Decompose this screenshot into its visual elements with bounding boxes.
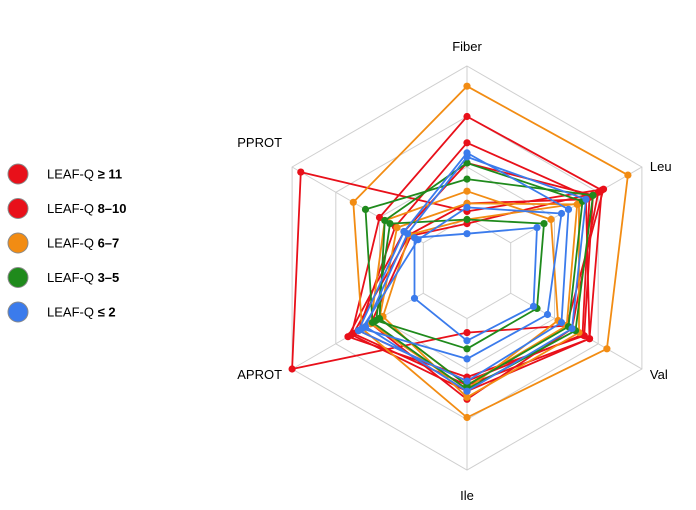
data-point bbox=[463, 175, 471, 183]
data-point bbox=[400, 228, 408, 236]
legend-label: LEAF-Q 8–10 bbox=[47, 201, 127, 216]
data-point bbox=[463, 112, 471, 121]
data-point bbox=[529, 302, 538, 310]
data-point bbox=[594, 188, 602, 196]
data-point bbox=[463, 355, 471, 363]
legend-item: LEAF-Q ≤ 2 bbox=[7, 301, 116, 323]
data-point bbox=[463, 215, 471, 224]
data-point bbox=[381, 216, 389, 225]
data-point bbox=[557, 209, 566, 218]
data-point bbox=[361, 205, 370, 213]
data-point bbox=[533, 224, 541, 232]
data-point bbox=[349, 198, 357, 206]
data-point bbox=[410, 294, 419, 302]
legend: LEAF-Q ≥ 11 LEAF-Q 8–10 LEAF-Q 6–7 LEAF-Q 3… bbox=[7, 163, 127, 323]
data-point bbox=[463, 337, 471, 345]
series-15 bbox=[354, 149, 573, 385]
series-16 bbox=[410, 224, 541, 345]
data-point bbox=[557, 318, 566, 327]
legend-item: LEAF-Q ≥ 11 bbox=[7, 163, 122, 185]
radar-series-group bbox=[288, 82, 632, 422]
axis-labels: Fiber Leu Val Ile APROT PPROT bbox=[237, 39, 671, 503]
axis-label-aprot: APROT bbox=[237, 367, 282, 382]
data-point bbox=[463, 393, 471, 401]
data-point bbox=[540, 220, 548, 228]
data-point bbox=[624, 171, 632, 179]
data-point bbox=[603, 345, 611, 353]
legend-swatch bbox=[7, 267, 29, 288]
axis-label-pprot: PPROT bbox=[237, 135, 282, 150]
legend-item: LEAF-Q 8–10 bbox=[7, 198, 127, 219]
series-line bbox=[413, 226, 538, 342]
series-5 bbox=[288, 168, 608, 373]
axis-label-fiber: Fiber bbox=[452, 39, 482, 54]
data-point bbox=[463, 139, 471, 147]
radar-grid bbox=[291, 65, 643, 471]
data-point bbox=[463, 159, 471, 167]
data-point bbox=[358, 325, 366, 333]
legend-swatch bbox=[7, 301, 29, 323]
data-point bbox=[547, 215, 555, 224]
data-point bbox=[372, 316, 380, 325]
data-point bbox=[580, 332, 588, 340]
data-point bbox=[288, 365, 296, 373]
data-point bbox=[463, 345, 471, 353]
legend-swatch bbox=[7, 163, 29, 185]
legend-label: LEAF-Q ≤ 2 bbox=[47, 305, 116, 320]
legend-item: LEAF-Q 6–7 bbox=[7, 232, 119, 254]
data-point bbox=[349, 330, 357, 338]
data-point bbox=[463, 187, 471, 195]
data-point bbox=[585, 335, 594, 343]
axis-label-ile: Ile bbox=[460, 488, 474, 503]
data-point bbox=[543, 310, 552, 319]
data-point bbox=[375, 213, 384, 222]
data-point bbox=[297, 168, 305, 176]
data-point bbox=[344, 333, 352, 341]
data-point bbox=[386, 220, 394, 228]
legend-swatch bbox=[7, 198, 29, 219]
data-point bbox=[589, 191, 597, 199]
data-point bbox=[599, 185, 608, 193]
legend-swatch bbox=[7, 232, 29, 254]
data-point bbox=[414, 236, 422, 244]
legend-label: LEAF-Q ≥ 11 bbox=[47, 167, 122, 182]
axis-label-val: Val bbox=[650, 367, 668, 382]
data-point bbox=[463, 82, 471, 90]
axis-label-leu: Leu bbox=[650, 159, 672, 174]
data-point bbox=[463, 149, 471, 157]
data-point bbox=[463, 377, 471, 385]
series-13 bbox=[372, 215, 548, 353]
data-point bbox=[393, 224, 401, 232]
data-point bbox=[564, 205, 573, 213]
series-17 bbox=[358, 203, 566, 363]
data-point bbox=[463, 413, 471, 422]
data-point bbox=[582, 195, 590, 203]
data-point bbox=[568, 325, 576, 333]
data-point bbox=[463, 329, 471, 337]
data-point bbox=[463, 203, 471, 211]
legend-item: LEAF-Q 3–5 bbox=[7, 267, 119, 288]
data-point bbox=[463, 230, 471, 238]
legend-label: LEAF-Q 6–7 bbox=[47, 236, 119, 251]
legend-label: LEAF-Q 3–5 bbox=[47, 270, 119, 285]
data-point bbox=[463, 387, 471, 395]
